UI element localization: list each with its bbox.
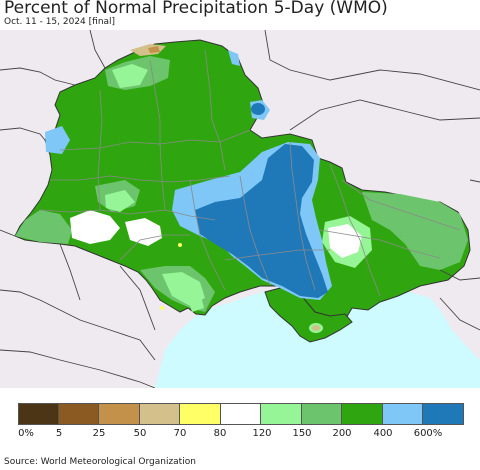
map-subtitle: Oct. 11 - 15, 2024 [final] <box>4 17 116 27</box>
legend-swatch <box>301 403 342 425</box>
legend-swatch <box>18 403 59 425</box>
legend-tick-label: 200 <box>332 428 352 439</box>
legend-swatch <box>423 403 464 425</box>
legend-tick-label: 25 <box>92 428 106 439</box>
legend-swatch <box>220 403 261 425</box>
legend-swatch <box>261 403 302 425</box>
source-credit: Source: World Meteorological Organizatio… <box>4 457 196 467</box>
legend-tick-label: 400 <box>373 428 393 439</box>
oblast-boundaries <box>39 49 461 297</box>
legend-ticks: 0% 5 25 50 70 80 120 150 200 400 600% <box>0 428 480 440</box>
legend-color-bar <box>18 403 464 425</box>
legend-swatch <box>180 403 221 425</box>
precipitation-map <box>0 30 480 388</box>
legend-tick-label: 70 <box>173 428 187 439</box>
legend-tick-label: 50 <box>133 428 147 439</box>
country-borders <box>0 30 480 388</box>
legend-tick-label: 120 <box>252 428 272 439</box>
legend-tick-label: 0% <box>18 428 34 439</box>
legend-swatch <box>342 403 383 425</box>
legend-swatch <box>58 403 99 425</box>
legend-swatch <box>139 403 180 425</box>
legend-tick-label: 80 <box>213 428 227 439</box>
legend-tick-label: 150 <box>292 428 312 439</box>
legend-swatch <box>99 403 140 425</box>
map-title: Percent of Normal Precipitation 5-Day (W… <box>4 0 388 18</box>
legend-tick-label: 600% <box>413 428 443 439</box>
legend-swatch <box>382 403 423 425</box>
legend-tick-label: 5 <box>55 428 63 439</box>
